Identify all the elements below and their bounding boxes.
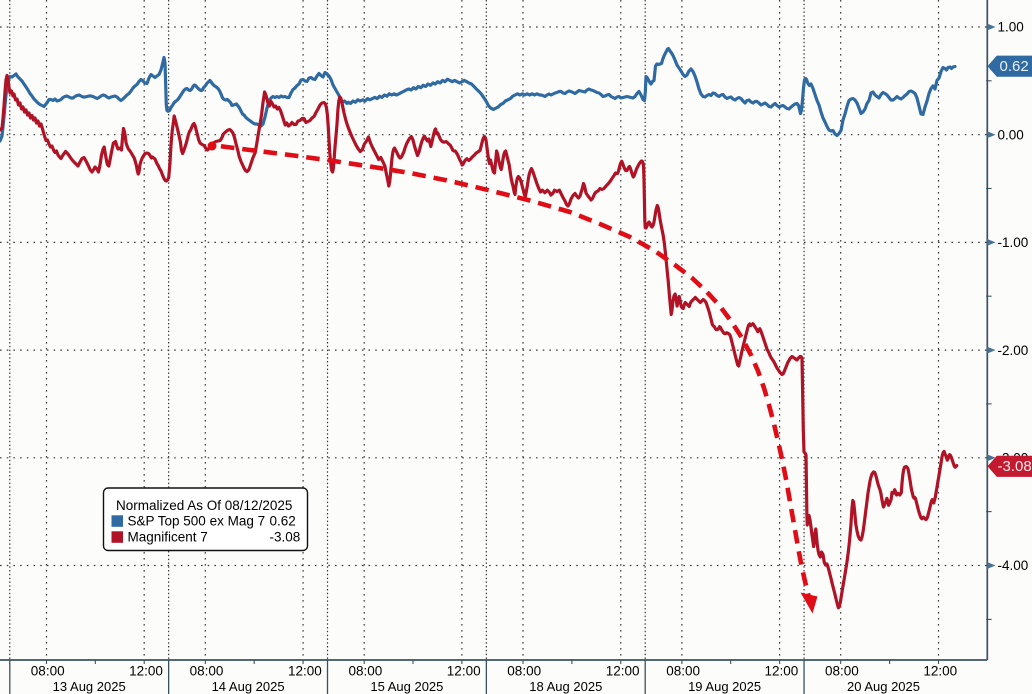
svg-text:1.00: 1.00 (998, 20, 1024, 35)
svg-text:0.62: 0.62 (1000, 58, 1029, 75)
svg-text:12:00: 12:00 (765, 664, 799, 679)
svg-text:S&P Top 500 ex Mag 7: S&P Top 500 ex Mag 7 (128, 514, 266, 529)
svg-text:20 Aug 2025: 20 Aug 2025 (847, 679, 920, 694)
svg-text:-3.08: -3.08 (998, 458, 1032, 475)
svg-text:12:00: 12:00 (129, 664, 163, 679)
svg-text:12:00: 12:00 (606, 664, 640, 679)
svg-text:08:00: 08:00 (190, 664, 224, 679)
svg-text:-1.00: -1.00 (998, 235, 1029, 250)
svg-text:08:00: 08:00 (349, 664, 383, 679)
svg-text:08:00: 08:00 (825, 664, 859, 679)
svg-text:12:00: 12:00 (447, 664, 481, 679)
svg-text:Normalized As Of 08/12/2025: Normalized As Of 08/12/2025 (116, 498, 292, 513)
svg-text:12:00: 12:00 (923, 664, 957, 679)
svg-text:15 Aug 2025: 15 Aug 2025 (370, 679, 443, 694)
svg-text:Magnificent 7: Magnificent 7 (128, 530, 208, 545)
svg-text:13 Aug 2025: 13 Aug 2025 (53, 679, 126, 694)
svg-text:08:00: 08:00 (507, 664, 541, 679)
svg-text:19 Aug 2025: 19 Aug 2025 (688, 679, 761, 694)
svg-text:14 Aug 2025: 14 Aug 2025 (212, 679, 285, 694)
svg-text:08:00: 08:00 (31, 664, 65, 679)
svg-text:18 Aug 2025: 18 Aug 2025 (529, 679, 602, 694)
svg-text:0.62: 0.62 (270, 514, 296, 529)
svg-text:12:00: 12:00 (288, 664, 322, 679)
svg-text:-4.00: -4.00 (998, 558, 1029, 573)
svg-text:0.00: 0.00 (998, 127, 1024, 142)
svg-text:08:00: 08:00 (666, 664, 700, 679)
svg-text:-2.00: -2.00 (998, 343, 1029, 358)
svg-text:-3.08: -3.08 (270, 530, 301, 545)
